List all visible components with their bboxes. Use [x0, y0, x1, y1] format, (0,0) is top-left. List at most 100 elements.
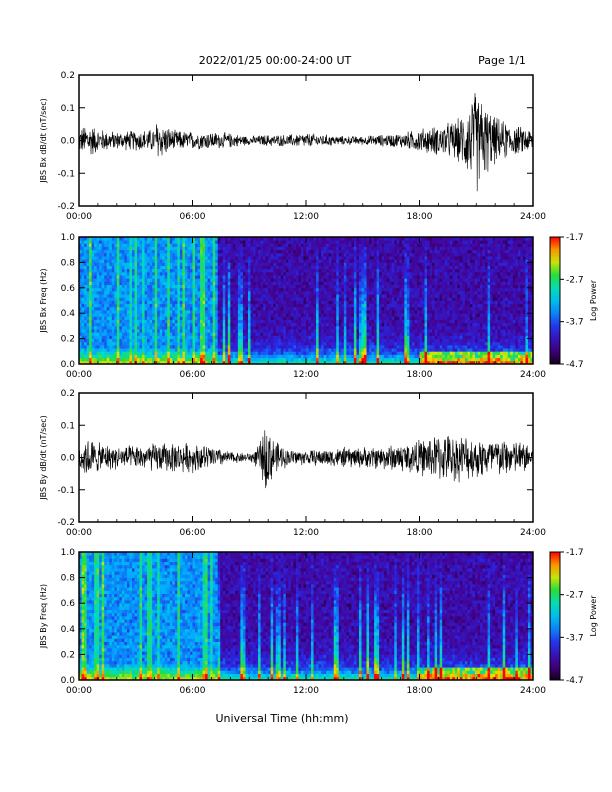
spectrogram-cell — [104, 252, 108, 257]
spectrogram-cell — [159, 281, 163, 286]
spectrogram-cell — [126, 325, 130, 330]
spectrogram-cell — [232, 357, 236, 362]
spectrogram-cell — [353, 310, 357, 314]
spectrogram-cell — [333, 322, 337, 327]
spectrogram-cell — [106, 341, 110, 346]
spectrogram-cell — [101, 329, 105, 333]
spectrogram-cell — [318, 306, 322, 311]
spectrogram-cell — [149, 278, 153, 282]
spectrogram-cell — [169, 281, 173, 286]
spectrogram-cell — [247, 256, 251, 260]
spectrogram-cell — [290, 332, 294, 336]
spectrogram-cell — [263, 294, 267, 298]
spectrogram-cell — [129, 344, 133, 349]
spectrogram-cell — [169, 294, 173, 298]
spectrogram-cell — [253, 335, 256, 339]
spectrogram-cell — [182, 310, 186, 314]
spectrogram-cell — [81, 294, 85, 298]
spectrogram-cell — [285, 310, 289, 314]
spectrogram-cell — [129, 278, 133, 282]
spectrogram-cell — [268, 344, 272, 349]
spectrogram-cell — [116, 300, 120, 305]
spectrogram-cell — [114, 306, 118, 311]
spectrogram-cell — [134, 316, 138, 320]
spectrogram-cell — [157, 278, 161, 282]
spectrogram-cell — [336, 319, 340, 324]
spectrogram-cell — [169, 275, 173, 279]
spectrogram-cell — [379, 271, 383, 276]
spectrogram-cell — [104, 290, 108, 295]
spectrogram-cell — [119, 271, 123, 276]
spectrogram-cell — [195, 335, 198, 339]
spectrogram-cell — [353, 341, 357, 346]
spectrogram-cell — [268, 237, 272, 241]
spectrogram-cell — [154, 325, 158, 330]
spectrogram-cell — [338, 303, 342, 308]
spectrogram-cell — [106, 275, 110, 279]
spectrogram-cell — [258, 341, 261, 346]
spectrogram-cell — [288, 338, 292, 343]
spectrogram-cell — [275, 275, 279, 279]
spectrogram-cell — [285, 256, 289, 260]
spectrogram-cell — [250, 348, 254, 352]
spectrogram-cell — [142, 237, 145, 241]
spectrogram-cell — [114, 294, 118, 298]
spectrogram-cell — [323, 338, 327, 343]
spectrogram-cell — [280, 351, 284, 355]
spectrogram-cell — [288, 332, 292, 336]
spectrogram-cell — [79, 319, 82, 324]
spectrogram-cell — [253, 256, 256, 260]
spectrogram-cell — [316, 313, 320, 317]
spectrogram-cell — [119, 294, 123, 298]
spectrogram-cell — [134, 303, 138, 308]
spectrogram-cell — [207, 329, 211, 333]
spectrogram-cell — [169, 243, 173, 247]
spectrogram-cell — [348, 316, 352, 320]
spectrogram-cell — [124, 252, 128, 257]
spectrogram-cell — [331, 246, 335, 251]
spectrogram-cell — [374, 262, 378, 266]
spectrogram-cell — [369, 329, 372, 333]
spectrogram-cell — [255, 335, 259, 339]
spectrogram-cell — [197, 275, 201, 279]
spectrogram-cell — [114, 329, 118, 333]
spectrogram-cell — [192, 246, 196, 251]
spectrogram-cell — [235, 303, 239, 308]
spectrogram-cell — [374, 338, 378, 343]
spectrogram-cell — [333, 335, 337, 339]
spectrogram-cell — [371, 319, 375, 324]
spectrogram-cell — [96, 303, 100, 308]
spectrogram-cell — [328, 313, 332, 317]
spectrogram-cell — [386, 351, 390, 355]
spectrogram-cell — [227, 300, 231, 305]
spectrogram-cell — [172, 265, 176, 270]
spectrogram-cell — [376, 335, 380, 339]
spectrogram-cell — [159, 303, 163, 308]
spectrogram-cell — [84, 313, 87, 317]
spectrogram-cell — [308, 246, 312, 251]
spectrogram-cell — [374, 316, 378, 320]
spectrogram-cell — [230, 357, 234, 362]
spectrogram-cell — [159, 351, 163, 355]
spectrogram-cell — [313, 332, 317, 336]
spectrogram-cell — [336, 284, 340, 289]
spectrogram-cell — [84, 319, 87, 324]
spectrogram-cell — [366, 313, 370, 317]
spectrogram-cell — [255, 297, 259, 301]
spectrogram-cell — [144, 300, 148, 305]
spectrogram-cell — [358, 344, 362, 349]
spectrogram-cell — [341, 351, 345, 355]
spectrogram-cell — [260, 348, 264, 352]
spectrogram-cell — [253, 319, 256, 324]
spectrogram-cell — [212, 338, 216, 343]
spectrogram-cell — [134, 306, 138, 311]
spectrogram-cell — [270, 287, 274, 292]
spectrogram-cell — [293, 338, 297, 343]
spectrogram-cell — [144, 348, 148, 352]
spectrogram-cell — [356, 265, 360, 270]
spectrogram-cell — [273, 351, 277, 355]
x-tick-label: 18:00 — [407, 212, 433, 222]
spectrogram-cell — [308, 341, 312, 346]
spectrogram-cell — [96, 284, 100, 289]
spectrogram-cell — [283, 357, 287, 362]
